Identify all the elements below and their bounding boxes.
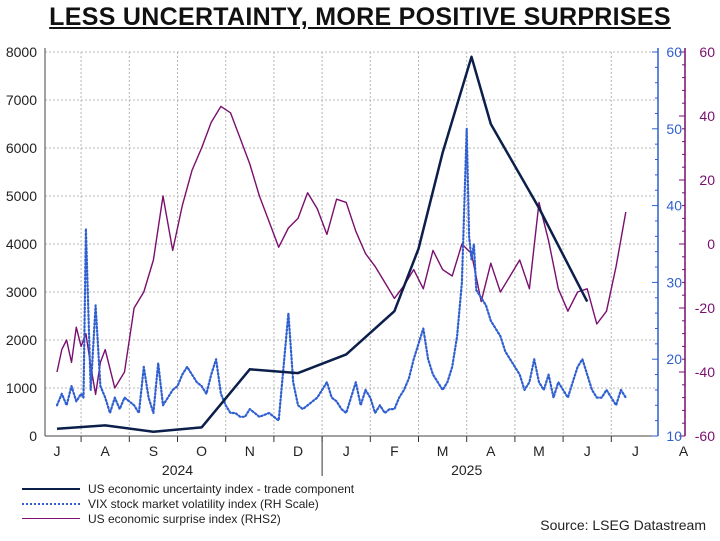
y-left-tick-label: 4000 xyxy=(6,236,37,252)
y-left-tick-label: 2000 xyxy=(6,332,37,348)
legend-label-vix: VIX stock market volatility index (RH Sc… xyxy=(88,496,319,511)
y-left-tick-label: 3000 xyxy=(6,284,37,300)
series-line-uncertainty xyxy=(56,55,589,433)
series-layer xyxy=(55,55,627,433)
y-right2-tick-label: 40 xyxy=(699,108,715,124)
y-left-tick-label: 0 xyxy=(29,428,37,444)
y-left-tick-label: 1000 xyxy=(6,380,37,396)
x-month-label: A xyxy=(679,443,689,459)
x-month-label: J xyxy=(632,443,639,459)
legend-label-surprise: US economic surprise index (RHS2) xyxy=(88,511,281,526)
x-year-label: 2024 xyxy=(162,462,193,478)
y-right2-tick-label: 20 xyxy=(699,172,715,188)
x-month-label: O xyxy=(196,443,207,459)
legend-swatch-vix xyxy=(22,502,80,505)
x-month-label: A xyxy=(486,443,496,459)
legend-item-uncertainty: US economic uncertainty index - trade co… xyxy=(22,481,354,496)
y-left-tick-label: 5000 xyxy=(6,188,37,204)
axes xyxy=(44,48,686,476)
legend-swatch-uncertainty xyxy=(22,487,80,490)
series-line-surprise xyxy=(56,105,627,396)
y-right1-tick-label: 40 xyxy=(666,198,682,214)
x-month-label: F xyxy=(390,443,399,459)
y-right2-tick-label: -40 xyxy=(695,364,715,380)
y-right2-tick-label: 0 xyxy=(707,236,715,252)
y-right1-tick-label: 10 xyxy=(666,428,682,444)
y-right2-tick-label: 60 xyxy=(699,44,715,60)
y-left-tick-label: 7000 xyxy=(6,92,37,108)
y-right1-tick-label: 50 xyxy=(666,121,682,137)
x-month-label: S xyxy=(149,443,158,459)
y-right1-tick-label: 60 xyxy=(666,44,682,60)
legend-swatch-surprise xyxy=(22,518,80,519)
x-month-label: D xyxy=(293,443,303,459)
y-right1-tick-label: 30 xyxy=(666,274,682,290)
x-month-label: M xyxy=(533,443,545,459)
y-left-tick-label: 8000 xyxy=(6,44,37,60)
x-month-label: J xyxy=(584,443,591,459)
tick-labels: 0 1000 2000 3000 4000 5000 6000 7000 8000 J A S O N D J… xyxy=(6,44,715,478)
x-month-label: J xyxy=(54,443,61,459)
grid xyxy=(45,51,658,436)
x-month-label: A xyxy=(101,443,111,459)
y-right2-tick-label: -60 xyxy=(695,428,715,444)
x-year-label: 2025 xyxy=(451,462,482,478)
source-note: Source: LSEG Datastream xyxy=(540,517,706,533)
x-month-label: J xyxy=(343,443,350,459)
legend-label-uncertainty: US economic uncertainty index - trade co… xyxy=(88,481,355,496)
x-month-label: M xyxy=(437,443,449,459)
y-right2-tick-label: -20 xyxy=(695,300,715,316)
series-line-vix xyxy=(55,127,627,422)
legend-item-vix: VIX stock market volatility index (RH Sc… xyxy=(22,496,354,511)
y-left-tick-label: 6000 xyxy=(6,140,37,156)
legend-item-surprise: US economic surprise index (RHS2) xyxy=(22,511,354,526)
y-right1-tick-label: 20 xyxy=(666,351,682,367)
legend: US economic uncertainty index - trade co… xyxy=(22,481,354,526)
x-month-label: N xyxy=(245,443,255,459)
chart-title: LESS UNCERTAINTY, MORE POSITIVE SURPRISE… xyxy=(49,3,671,31)
